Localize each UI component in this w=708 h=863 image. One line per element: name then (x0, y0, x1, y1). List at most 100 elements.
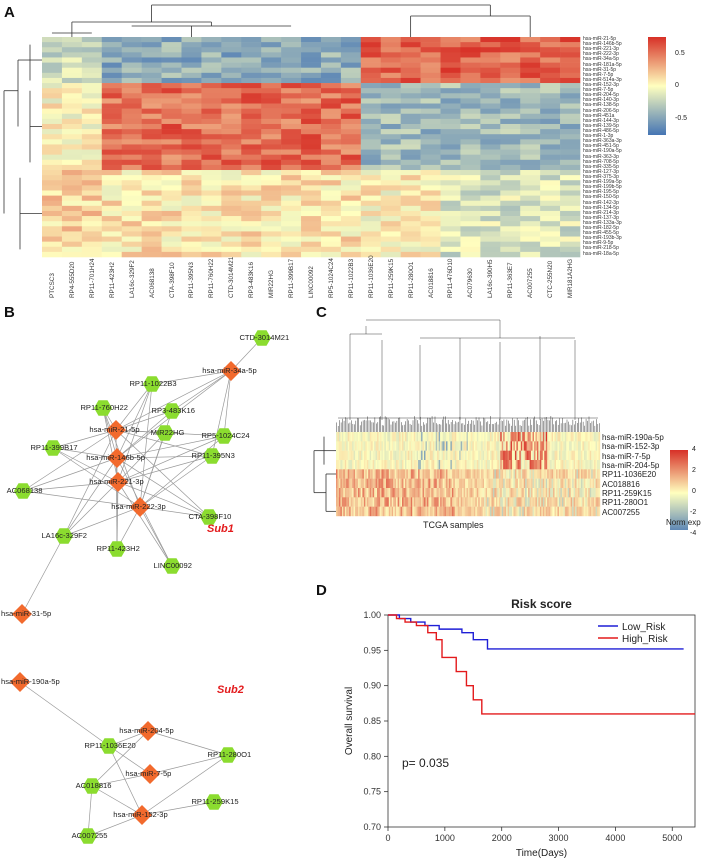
network-node-label: AC018816 (75, 781, 112, 790)
heatmap-c-cell (340, 478, 343, 489)
mirna-node (10, 672, 30, 692)
heatmap-a-cell (181, 180, 202, 186)
heatmap-a-cell (301, 42, 322, 48)
heatmap-c-cell (491, 506, 494, 517)
heatmap-c-cell (597, 450, 599, 461)
heatmap-c-cell (403, 478, 406, 489)
heatmap-c-cell (394, 460, 397, 470)
heatmap-c-cell (476, 460, 479, 470)
heatmap-a-cell (61, 42, 83, 48)
heatmap-c-cell (363, 460, 366, 470)
mirna-node (106, 420, 126, 440)
heatmap-c-cell (426, 432, 429, 442)
heatmap-c-cell (575, 432, 577, 442)
heatmap-c-cell (382, 469, 385, 479)
heatmap-c-cell (366, 460, 369, 470)
heatmap-a-cell (61, 164, 83, 171)
heatmap-c-cell (459, 497, 461, 507)
heatmap-a-cell (520, 139, 541, 145)
heatmap-a-cell (440, 246, 461, 253)
heatmap-c-cell (375, 488, 378, 498)
heatmap-a-cell (520, 67, 541, 74)
heatmap-a-cell (141, 210, 162, 217)
heatmap-c-cell (500, 432, 502, 442)
heatmap-a-cell (81, 37, 103, 43)
heatmap-c-cell (347, 497, 350, 507)
heatmap-a-cell (42, 57, 63, 63)
heatmap-a-cell (360, 139, 382, 145)
heatmap-c-cell (510, 432, 513, 442)
heatmap-c-cell (541, 441, 543, 451)
heatmap-a-cell (61, 200, 83, 207)
heatmap-c-cell (363, 478, 366, 489)
heatmap-c-cell (575, 506, 577, 517)
heatmap-a-cell (261, 72, 282, 79)
heatmap-a-row-label: hsa-miR-137-3p (583, 214, 619, 221)
heatmap-c-cell (434, 469, 436, 479)
heatmap-c-cell (441, 497, 444, 507)
heatmap-c-cell (336, 506, 338, 517)
legend-c-tick-m2: -2 (690, 509, 697, 516)
heatmap-a-cell (221, 164, 242, 171)
heatmap-c-cell (418, 432, 420, 442)
heatmap-a-cell (360, 241, 382, 248)
heatmap-c-cell (484, 506, 486, 517)
heatmap-c-cell (560, 441, 563, 451)
heatmap-a-cell (141, 175, 162, 181)
heatmap-c-cell (485, 432, 488, 442)
heatmap-c-cell (426, 450, 429, 461)
heatmap-c-cell (519, 478, 521, 489)
heatmap-c-cell (387, 488, 389, 498)
heatmap-a-cell (221, 149, 242, 155)
heatmap-a-cell (261, 144, 282, 150)
heatmap-c-cell (396, 488, 398, 498)
heatmap-a-cell (221, 67, 242, 74)
heatmap-c-cell (418, 506, 420, 517)
heatmap-a-cell (420, 77, 441, 84)
heatmap-c-cell (535, 506, 538, 517)
heatmap-c-cell (509, 450, 511, 461)
heatmap-a-cell (480, 241, 501, 248)
heatmap-c-cell (343, 441, 345, 451)
heatmap-a-cell (301, 47, 322, 53)
heatmap-c-cell (450, 469, 453, 479)
heatmap-a-cell (201, 200, 222, 207)
heatmap-c-cell (377, 450, 379, 461)
heatmap-c-cell (374, 441, 376, 451)
heatmap-a-cell (540, 246, 561, 253)
heatmap-a-cell (81, 67, 103, 74)
heatmap-c-cell (421, 441, 423, 451)
heatmap-a-cell (480, 108, 501, 115)
heatmap-c-cell (510, 441, 513, 451)
heatmap-c-cell (380, 432, 382, 442)
panel-a-label: A (4, 4, 15, 21)
heatmap-c-cell (598, 469, 601, 479)
heatmap-c-cell (380, 450, 382, 461)
heatmap-a-row-label: hsa-miR-127-3p (583, 168, 619, 175)
heatmap-a-column-label: CTD-3014M21 (228, 256, 236, 298)
heatmap-c-cell (407, 441, 410, 451)
heatmap-a-cell (480, 144, 501, 150)
heatmap-c-cell (365, 478, 367, 489)
heatmap-c-cell (551, 506, 554, 517)
heatmap-c-cell (419, 478, 422, 489)
heatmap-c-cell (341, 497, 344, 507)
heatmap-c-cell (397, 450, 400, 461)
network-edge (91, 730, 149, 787)
heatmap-c-cell (588, 506, 590, 517)
heatmap-c-cell (591, 441, 593, 451)
heatmap-a-cell (241, 103, 262, 109)
heatmap-a-cell (520, 190, 541, 196)
heatmap-c-cell (498, 497, 501, 507)
heatmap-c-cell (435, 432, 438, 442)
heatmap-c-cell (534, 488, 536, 498)
heatmap-c-cell (583, 432, 586, 442)
heatmap-c-cell (457, 432, 460, 442)
heatmap-c-cell (488, 497, 491, 507)
heatmap-c-cell (497, 478, 499, 489)
heatmap-c-cell (344, 506, 347, 517)
heatmap-c-cell (566, 460, 568, 470)
heatmap-c-cell (551, 460, 554, 470)
x-axis-label: Time(Days) (516, 848, 567, 859)
legend-a-tick-low: -0.5 (675, 115, 688, 122)
